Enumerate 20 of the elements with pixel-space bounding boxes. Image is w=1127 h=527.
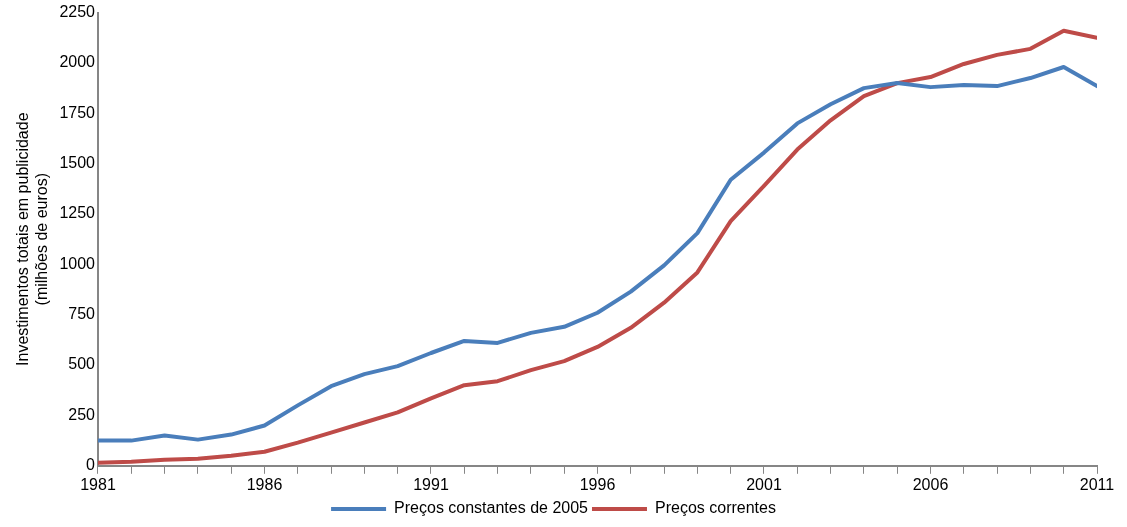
y-tick-label: 500 [68, 355, 96, 373]
x-tick-label: 2006 [912, 475, 949, 493]
y-axis-title: Investimentos totais em publicidade (milhões de euros) [14, 112, 51, 366]
x-tick-label: 1996 [579, 475, 616, 493]
x-tick-label: 1991 [413, 475, 449, 493]
x-tick-label: 2011 [1079, 475, 1115, 493]
y-tick-label: 1500 [59, 154, 96, 172]
x-tick-label: 2001 [746, 475, 782, 493]
y-tick-label: 1750 [59, 103, 96, 121]
x-tick-label: 1986 [246, 475, 283, 493]
legend-label: Preços constantes de 2005 [394, 499, 589, 517]
y-tick-label: 1250 [59, 204, 96, 222]
legend-label: Preços correntes [654, 499, 776, 517]
y-tick-label: 0 [86, 456, 96, 474]
y-tick-label: 2250 [59, 3, 96, 21]
y-tick-label: 750 [68, 305, 96, 323]
x-tick-label: 1981 [80, 475, 116, 493]
y-tick-label: 250 [68, 405, 96, 423]
y-tick-label: 2000 [59, 53, 96, 71]
y-tick-label: 1000 [59, 254, 96, 272]
